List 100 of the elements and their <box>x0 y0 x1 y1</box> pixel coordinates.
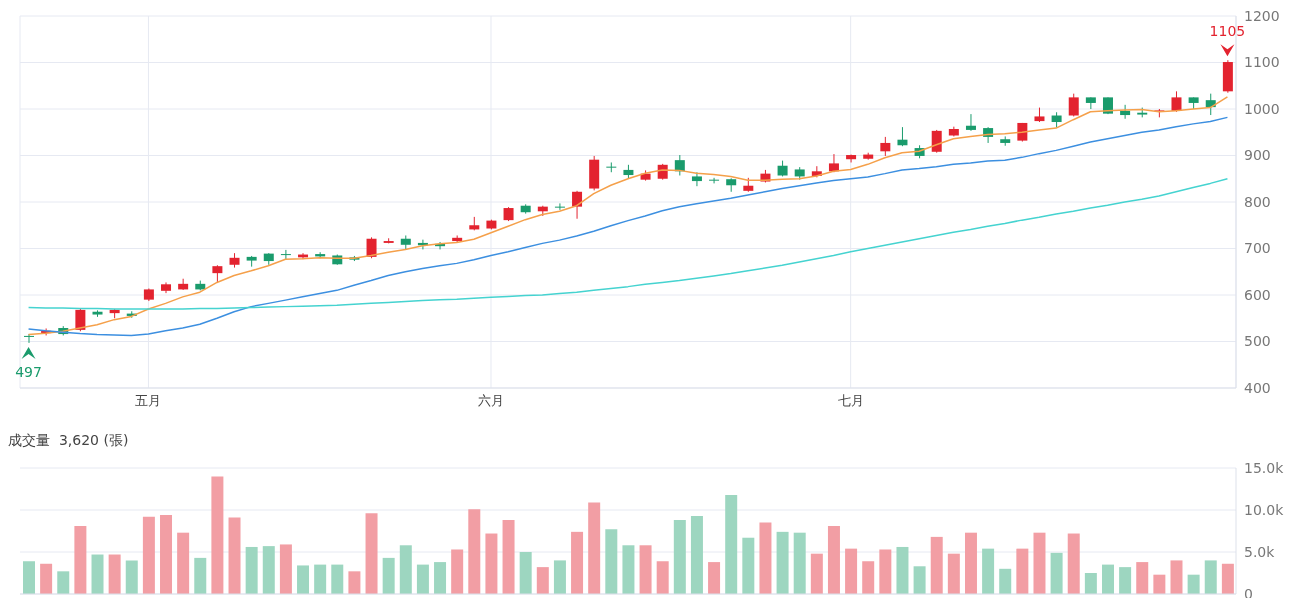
x-tick-label: 六月 <box>477 393 504 409</box>
bar <box>245 546 258 594</box>
bar <box>759 522 772 594</box>
bar <box>279 544 292 594</box>
bar <box>827 525 840 594</box>
y-tick-label: 500 <box>1244 333 1271 350</box>
y-tick-label: 900 <box>1244 147 1271 164</box>
bar <box>365 513 378 594</box>
bar <box>451 549 464 594</box>
bar <box>725 494 738 594</box>
candlestick <box>24 333 34 344</box>
bar <box>297 565 310 594</box>
bar <box>742 537 755 594</box>
y-tick-label: 600 <box>1244 286 1271 303</box>
bar <box>1033 532 1046 594</box>
bar <box>1221 563 1234 594</box>
bar <box>331 564 344 594</box>
bar <box>228 517 241 594</box>
bar <box>125 560 138 594</box>
bar <box>57 571 70 594</box>
y-tick-label: 1000 <box>1244 100 1280 117</box>
candlestick <box>691 171 702 187</box>
y-tick-label: 1100 <box>1244 54 1280 71</box>
annotation: 497 <box>15 363 42 380</box>
x-tick-label: 七月 <box>837 393 864 409</box>
bar <box>605 529 618 594</box>
y-tick-label: 10.0k <box>1244 501 1285 518</box>
bar <box>930 536 943 594</box>
bar <box>1067 533 1080 594</box>
bar <box>40 563 53 594</box>
bar <box>1050 552 1063 594</box>
bar <box>1084 573 1097 594</box>
bar <box>1101 564 1114 594</box>
bar <box>1170 560 1183 594</box>
candlestick <box>366 236 377 259</box>
bar <box>690 515 703 594</box>
bar <box>673 520 686 594</box>
bar <box>468 509 481 594</box>
bar <box>211 476 224 594</box>
bar <box>194 557 207 594</box>
bar <box>1119 567 1132 594</box>
bar <box>571 531 584 594</box>
y-tick-label: 5.0k <box>1244 543 1276 560</box>
bar <box>108 554 121 594</box>
bar <box>23 561 35 594</box>
y-tick-label: 15.0k <box>1244 459 1285 476</box>
y-tick-label: 700 <box>1244 240 1271 257</box>
bar <box>160 515 173 594</box>
candlestick <box>880 136 891 157</box>
bar <box>553 560 566 594</box>
bar <box>142 516 155 594</box>
bar <box>1016 548 1029 594</box>
bar <box>588 502 601 594</box>
bar <box>982 548 995 594</box>
bar <box>434 562 447 594</box>
bar <box>947 553 960 594</box>
bar <box>91 554 104 594</box>
bar <box>793 532 806 594</box>
bar <box>708 562 721 594</box>
bar <box>896 546 909 594</box>
bar <box>639 545 652 594</box>
y-tick-label: 1200 <box>1244 7 1280 24</box>
bar <box>382 557 395 594</box>
candlestick <box>1120 104 1131 120</box>
bar <box>348 571 361 594</box>
bar <box>502 520 515 594</box>
bar <box>1153 574 1166 594</box>
candlestick <box>75 308 86 332</box>
y-tick-label: 800 <box>1244 193 1271 210</box>
bar <box>519 552 532 594</box>
bar <box>879 549 892 594</box>
candlestick <box>554 202 565 211</box>
bar <box>964 532 977 594</box>
bar <box>845 548 858 594</box>
bar <box>399 545 412 594</box>
candlestick <box>606 161 617 173</box>
bar <box>776 531 789 594</box>
bar <box>536 567 549 594</box>
chart-title: 成交量 3,620 (張) <box>8 432 130 450</box>
bar <box>314 564 327 594</box>
bar <box>416 564 429 594</box>
bar <box>485 533 498 594</box>
bar <box>656 561 669 594</box>
bar <box>262 546 275 594</box>
y-tick-label: 400 <box>1244 379 1271 396</box>
bar <box>862 561 875 594</box>
bar <box>74 525 87 594</box>
x-tick-label: 五月 <box>135 393 162 409</box>
annotation: 1105 <box>1209 23 1246 40</box>
bar <box>1204 560 1217 594</box>
candlestick <box>965 113 976 132</box>
bar <box>913 566 926 594</box>
bar <box>1187 574 1200 594</box>
candlestick <box>709 177 720 184</box>
bar <box>177 532 190 594</box>
bar <box>622 545 635 594</box>
candlestick <box>280 249 291 260</box>
bar <box>1136 562 1149 594</box>
bar <box>810 553 823 594</box>
bar <box>999 568 1012 594</box>
